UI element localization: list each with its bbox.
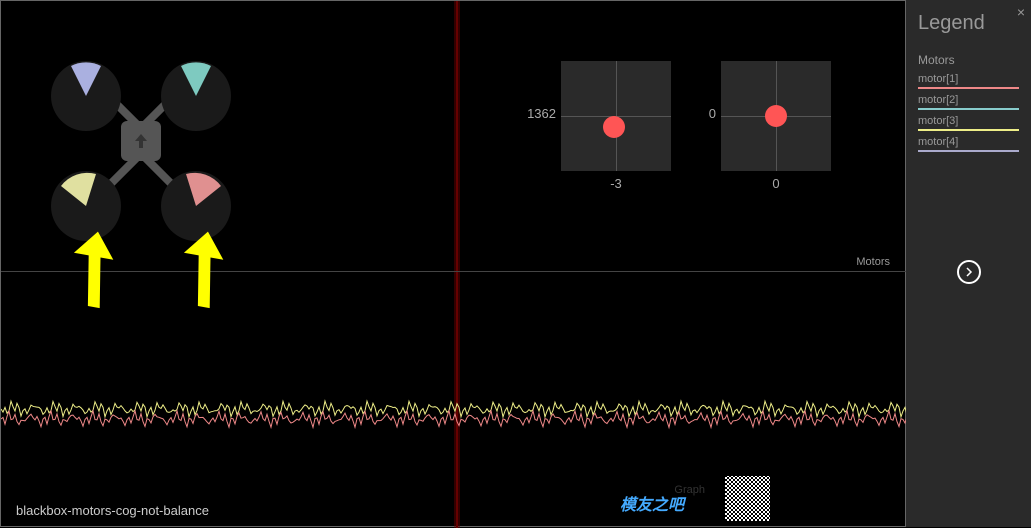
stick-right-pitch: 0 — [709, 106, 716, 121]
axis-line — [1, 271, 907, 272]
chevron-right-icon — [964, 267, 974, 277]
stick-left-dot — [603, 116, 625, 138]
playhead[interactable] — [456, 1, 458, 528]
expand-button[interactable] — [957, 260, 981, 284]
stick-left: 1362 -3 — [561, 61, 671, 171]
legend-item[interactable]: motor[4] — [918, 134, 1019, 152]
stick-right: 0 0 — [721, 61, 831, 171]
legend-item[interactable]: motor[3] — [918, 113, 1019, 131]
motor-2-circle — [161, 61, 231, 131]
filename-caption: blackbox-motors-cog-not-balance — [16, 503, 209, 518]
legend-panel: × Legend Motors motor[1] motor[2] motor[3]… — [906, 0, 1031, 527]
annotation-arrow-right — [176, 231, 226, 311]
legend-item[interactable]: motor[1] — [918, 71, 1019, 89]
motor-graph[interactable] — [1, 341, 907, 441]
legend-item[interactable]: motor[2] — [918, 92, 1019, 110]
stick-left-yaw: -3 — [561, 176, 671, 191]
qr-code — [725, 476, 770, 521]
stick-right-roll: 0 — [721, 176, 831, 191]
motor-4-circle — [51, 61, 121, 131]
arrow-up-icon — [132, 132, 150, 150]
logo-text: 模友之吧 — [620, 491, 720, 521]
axis-label: Motors — [856, 256, 890, 268]
stick-right-dot — [765, 105, 787, 127]
close-icon[interactable]: × — [1017, 4, 1025, 20]
legend-title: Legend — [918, 12, 1019, 35]
stick-left-throttle: 1362 — [527, 106, 556, 121]
annotation-arrow-left — [66, 231, 116, 311]
quadcopter-diagram — [41, 41, 241, 241]
quad-hub — [121, 121, 161, 161]
legend-section: Motors — [918, 53, 1019, 67]
